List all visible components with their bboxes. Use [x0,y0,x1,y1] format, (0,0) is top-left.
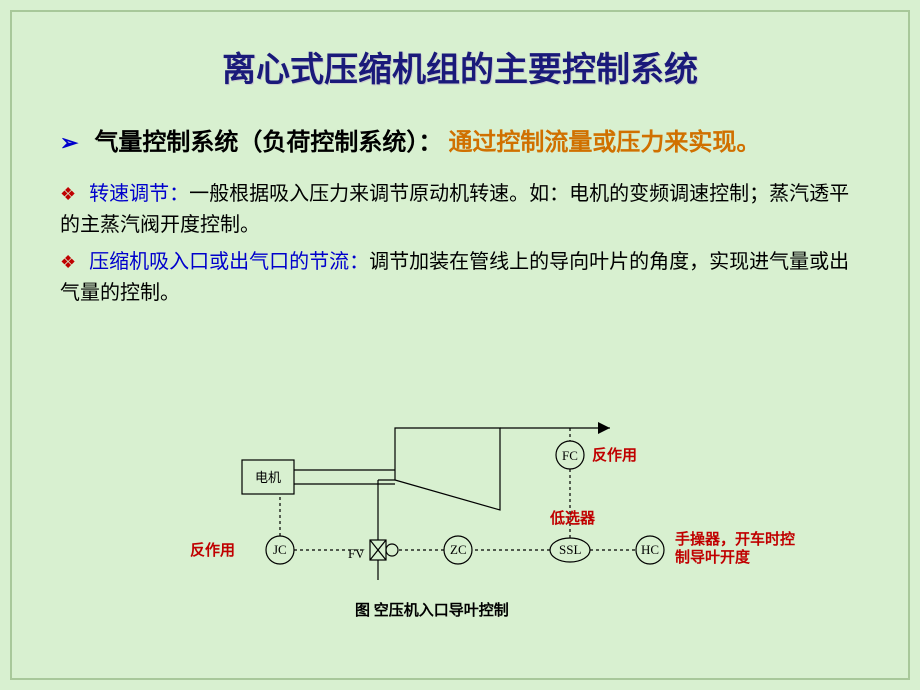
annot-hc-1: 手操器，开车时控 [675,530,795,548]
diagram-svg: 电机 FC 反作用 SSL 低选器 HC 手操器，开车时控 制导叶开度 ZC [200,410,800,640]
annot-ssl: 低选器 [549,509,596,527]
annot-fc: 反作用 [592,446,637,464]
diagram-caption: 图 空压机入口导叶控制 [355,601,509,619]
node-jc-label: JC [273,542,287,557]
node-zc-label: ZC [450,542,467,557]
node-fc-label: FC [562,448,578,463]
annot-hc-2: 制导叶开度 [675,548,751,566]
control-diagram: 电机 FC 反作用 SSL 低选器 HC 手操器，开车时控 制导叶开度 ZC [200,410,800,640]
node-ssl-label: SSL [559,542,581,557]
node-hc-label: HC [641,542,659,557]
annot-jc: 反作用 [190,541,235,559]
node-fv-label: FV [348,546,365,561]
node-motor-label: 电机 [255,470,281,485]
